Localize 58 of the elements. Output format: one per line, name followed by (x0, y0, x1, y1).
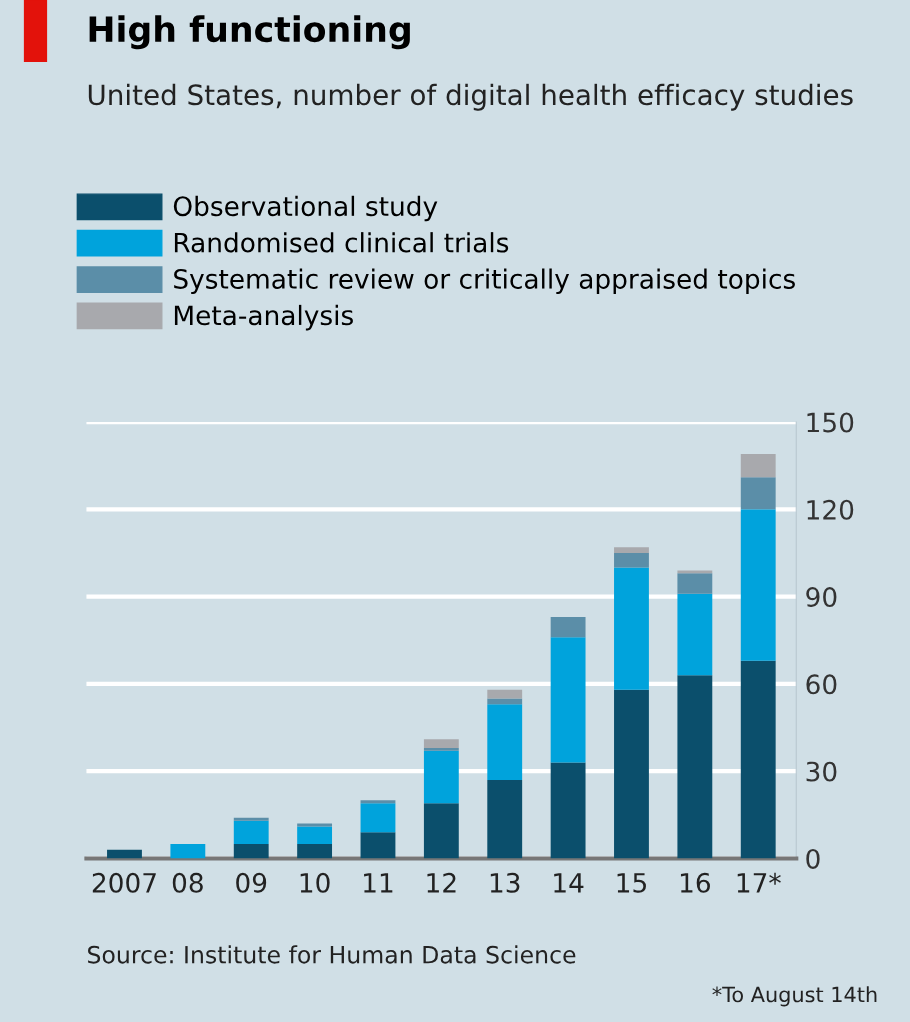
bar (677, 593, 713, 676)
bar (740, 660, 776, 859)
bar (233, 817, 269, 821)
x-tick-label: 16 (680, 872, 710, 893)
bar (550, 617, 586, 638)
y-tick-label: 0 (806, 848, 820, 869)
y-tick-label: 30 (806, 761, 837, 782)
x-tick-label: 12 (427, 872, 456, 893)
legend-label: Meta-analysis (174, 304, 353, 331)
bar (740, 509, 776, 661)
x-tick-label: 13 (490, 872, 520, 893)
bar (487, 698, 523, 705)
x-tick-label: 08 (172, 872, 203, 893)
bar (677, 570, 713, 574)
bar (550, 637, 586, 763)
y-tick-label: 150 (807, 412, 854, 433)
bar (360, 800, 396, 804)
chart-title: High functioning (89, 15, 410, 50)
chart-subtitle: United States, number of digital health efficacy studies (88, 83, 853, 111)
bar (107, 849, 142, 859)
bar (423, 803, 459, 859)
legend-label: Systematic review or critically appraised topics (174, 268, 795, 295)
bar (423, 739, 459, 748)
legend-label: Randomised clinical trials (174, 232, 509, 253)
bar (233, 843, 269, 859)
x-tick-label: 10 (300, 872, 330, 893)
source-note: Source: Institute for Human Data Science (88, 945, 576, 964)
x-tick-label: 09 (236, 872, 267, 893)
bar (614, 689, 649, 859)
bar (423, 747, 459, 751)
bar (487, 704, 523, 780)
bar (423, 750, 459, 804)
bar (487, 689, 523, 699)
bar (360, 832, 396, 859)
bar (170, 843, 206, 859)
bar (360, 803, 396, 833)
bar (614, 547, 649, 553)
legend-label: Observational study (173, 195, 438, 222)
bar (740, 454, 776, 478)
x-tick-label: 11 (364, 873, 393, 893)
bar (233, 820, 269, 844)
bar (677, 573, 713, 594)
y-tick-label: 90 (806, 587, 837, 608)
bar (614, 553, 649, 568)
x-tick-label: 15 (617, 873, 646, 893)
bar (740, 477, 776, 510)
bar (550, 762, 586, 859)
x-tick-label: 17* (737, 872, 781, 893)
y-tick-label: 120 (807, 499, 854, 520)
bar (297, 843, 333, 859)
y-tick-label: 60 (806, 674, 837, 695)
bar (677, 675, 713, 859)
text: *To August 14th (712, 986, 877, 1007)
x-tick-label: 2007 (92, 872, 156, 893)
bar (614, 567, 649, 690)
x-tick-label: 14 (554, 873, 584, 893)
bar (487, 779, 523, 859)
bar (297, 826, 333, 844)
